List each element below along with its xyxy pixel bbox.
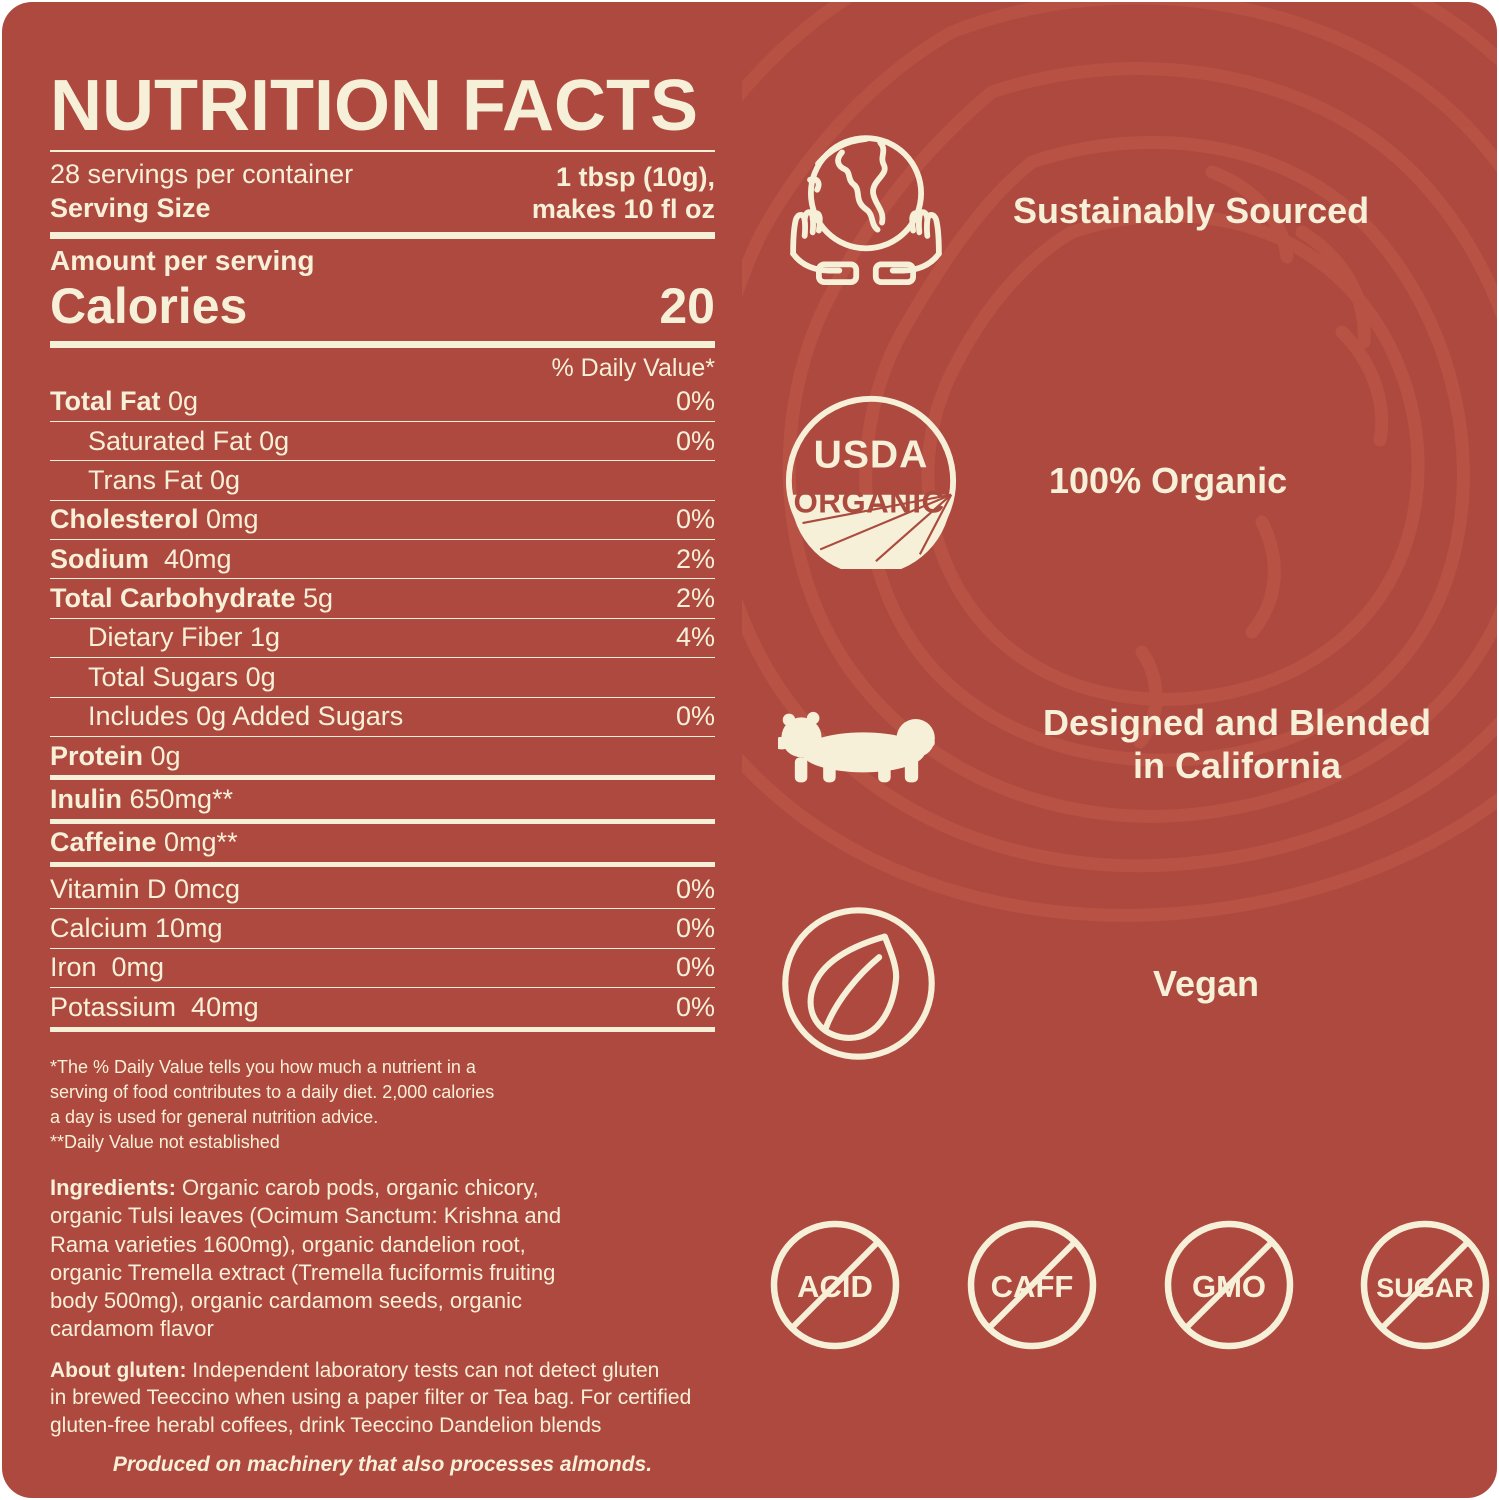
svg-text:CAFF: CAFF: [991, 1269, 1074, 1304]
svg-text:SUGAR: SUGAR: [1376, 1273, 1474, 1303]
svg-text:ACID: ACID: [797, 1269, 873, 1304]
svg-text:GMO: GMO: [1192, 1269, 1266, 1304]
svg-text:ORGANIC: ORGANIC: [794, 484, 945, 519]
svg-text:USDA: USDA: [814, 433, 929, 476]
